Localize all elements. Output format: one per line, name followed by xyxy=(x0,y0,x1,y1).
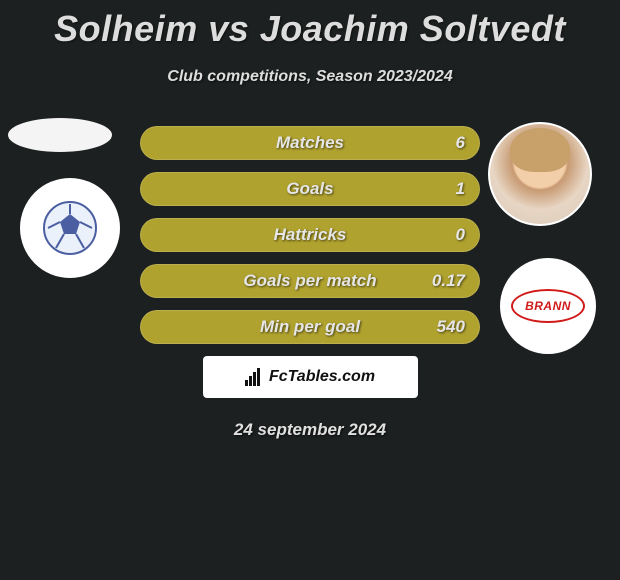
stat-row-goals: Goals 1 xyxy=(140,172,480,206)
stat-value: 0.17 xyxy=(432,271,465,291)
stat-label: Goals xyxy=(141,179,479,199)
stat-row-goals-per-match: Goals per match 0.17 xyxy=(140,264,480,298)
stat-label: Goals per match xyxy=(141,271,479,291)
stat-row-hattricks: Hattricks 0 xyxy=(140,218,480,252)
stat-row-matches: Matches 6 xyxy=(140,126,480,160)
comparison-title: Solheim vs Joachim Soltvedt xyxy=(0,0,620,50)
source-text: FcTables.com xyxy=(269,368,375,386)
stats-area: Matches 6 Goals 1 Hattricks 0 Goals per … xyxy=(0,126,620,440)
stat-value: 540 xyxy=(437,317,465,337)
stat-label: Matches xyxy=(141,133,479,153)
source-badge[interactable]: FcTables.com xyxy=(203,356,418,398)
stat-label: Hattricks xyxy=(141,225,479,245)
bar-chart-icon xyxy=(245,368,263,386)
stat-label: Min per goal xyxy=(141,317,479,337)
stat-value: 6 xyxy=(456,133,465,153)
stat-value: 0 xyxy=(456,225,465,245)
stat-row-min-per-goal: Min per goal 540 xyxy=(140,310,480,344)
comparison-subtitle: Club competitions, Season 2023/2024 xyxy=(0,68,620,86)
snapshot-date: 24 september 2024 xyxy=(0,420,620,440)
stat-value: 1 xyxy=(456,179,465,199)
